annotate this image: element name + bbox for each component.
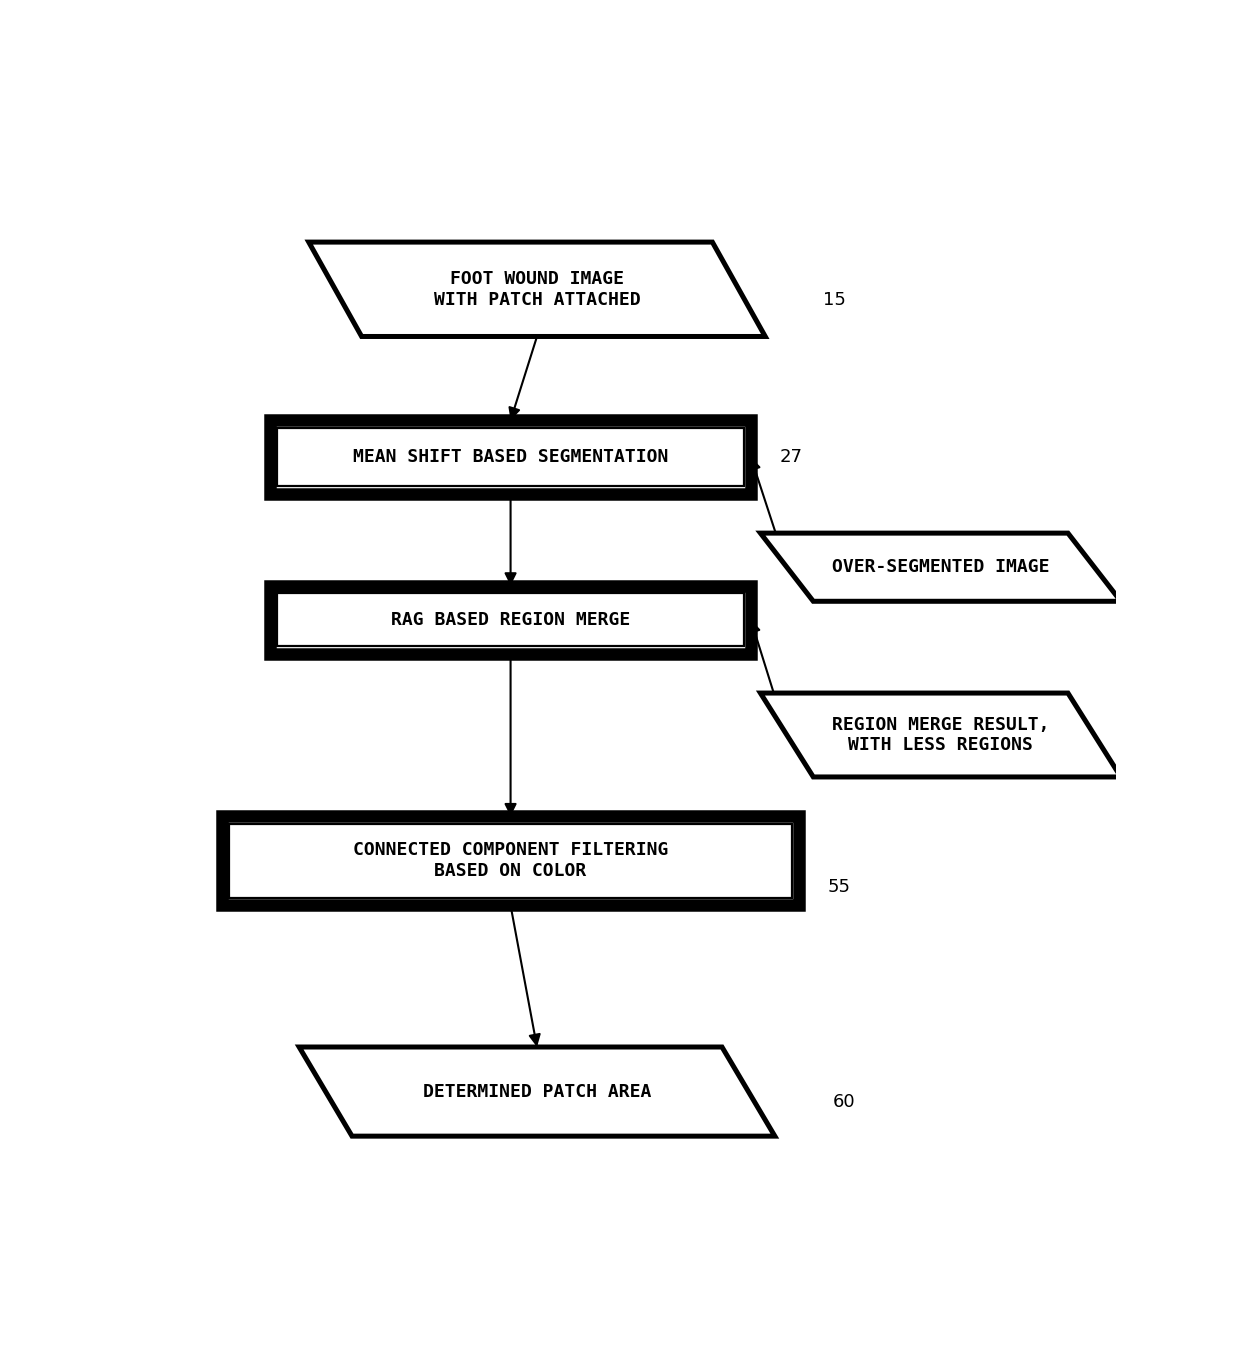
Text: DETERMINED PATCH AREA: DETERMINED PATCH AREA — [423, 1083, 651, 1100]
Polygon shape — [309, 242, 765, 336]
Polygon shape — [760, 693, 1121, 776]
Text: FOOT WOUND IMAGE
WITH PATCH ATTACHED: FOOT WOUND IMAGE WITH PATCH ATTACHED — [434, 270, 640, 309]
Text: 60: 60 — [832, 1094, 856, 1111]
Text: 55: 55 — [828, 878, 851, 896]
Text: OVER-SEGMENTED IMAGE: OVER-SEGMENTED IMAGE — [832, 558, 1049, 576]
Text: CONNECTED COMPONENT FILTERING
BASED ON COLOR: CONNECTED COMPONENT FILTERING BASED ON C… — [353, 842, 668, 880]
Bar — [277, 592, 744, 647]
Bar — [270, 586, 750, 654]
Text: 27: 27 — [780, 448, 802, 466]
Polygon shape — [299, 1047, 775, 1136]
Text: RAG BASED REGION MERGE: RAG BASED REGION MERGE — [391, 610, 630, 629]
Bar — [270, 421, 750, 494]
Text: REGION MERGE RESULT,
WITH LESS REGIONS: REGION MERGE RESULT, WITH LESS REGIONS — [832, 715, 1049, 755]
Polygon shape — [760, 533, 1121, 601]
Bar — [277, 428, 744, 486]
Text: 15: 15 — [823, 290, 846, 309]
Bar — [229, 824, 792, 898]
Bar — [222, 816, 799, 906]
Text: MEAN SHIFT BASED SEGMENTATION: MEAN SHIFT BASED SEGMENTATION — [353, 448, 668, 466]
